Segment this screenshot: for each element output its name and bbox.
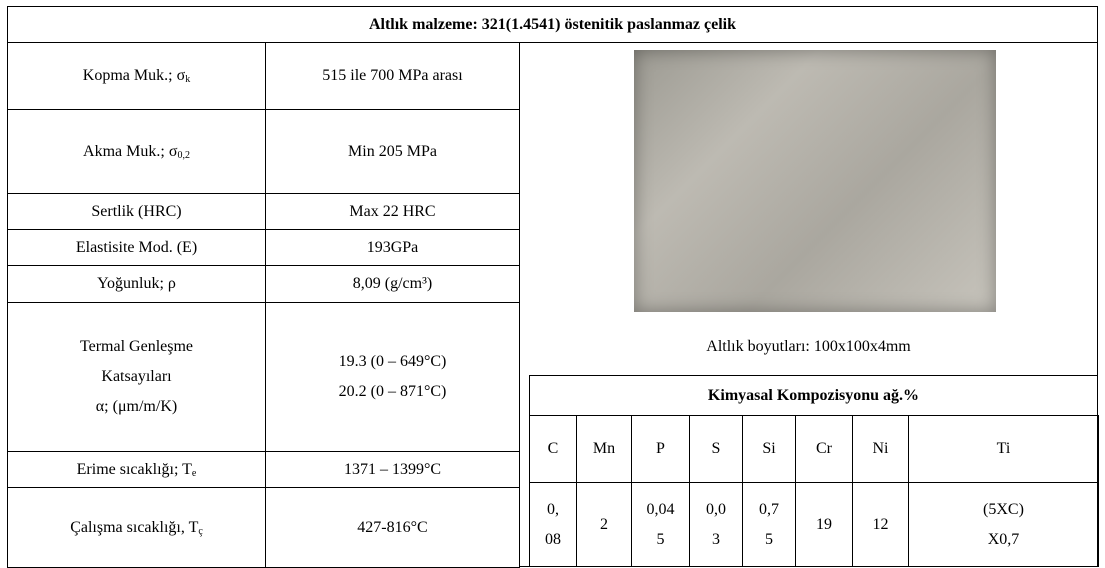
- value-line: 19.3 (0 – 649°C): [338, 353, 447, 370]
- element-value-cell: 0,7 5: [742, 482, 796, 567]
- element: S: [711, 440, 721, 457]
- image-caption: Altlık boyutları: 100x100x4mm: [706, 338, 911, 355]
- element-cell: S: [689, 415, 743, 483]
- label-subscript: e: [191, 467, 197, 479]
- element-cell: Ni: [852, 415, 909, 483]
- label: Erime sıcaklığı; T: [76, 460, 192, 478]
- element: Si: [762, 440, 776, 457]
- property-label: Erime sıcaklığı; Te: [7, 451, 266, 488]
- label-line: Yoğunluk; ρ: [97, 269, 176, 299]
- property-label: Elastisite Mod. (E): [7, 229, 266, 266]
- label-subscript: 0,2: [177, 149, 190, 161]
- label-line: Akma Muk.; σ0,2: [83, 137, 190, 167]
- element-value-cell: 19: [795, 482, 853, 567]
- element: P: [656, 440, 665, 457]
- element-value-cell: 0,0 3: [689, 482, 743, 567]
- element-cell: Ti: [908, 415, 1099, 483]
- property-label: Termal Genleşme Katsayıları α; (μm/m/K): [7, 302, 266, 452]
- element-value-line: 08: [545, 530, 561, 548]
- property-value: 193GPa: [265, 229, 520, 266]
- value: 8,09 (g/cm³): [352, 275, 433, 292]
- element-cell: P: [631, 415, 690, 483]
- label: Elastisite Mod. (E): [75, 238, 198, 256]
- element-value-line: (5XC): [983, 500, 1024, 518]
- element: Cr: [816, 440, 832, 457]
- value: Max 22 HRC: [349, 202, 436, 220]
- label-line: Sertlik (HRC): [91, 197, 181, 227]
- element-value-line: X0,7: [987, 530, 1020, 548]
- label-line: α; (μm/m/K): [95, 398, 178, 415]
- element-value-cell: 12: [852, 482, 909, 567]
- value: 1371 – 1399°C: [343, 460, 442, 478]
- element-value-cell: 0, 08: [529, 482, 577, 567]
- element-value-line: 5: [656, 530, 665, 548]
- element-value-line: 0,04: [646, 500, 675, 518]
- label-line: Kopma Muk.; σk: [83, 61, 190, 91]
- element-value-line: 3: [712, 530, 720, 548]
- composition-title: Kimyasal Kompozisyonu ağ.%: [529, 375, 1098, 416]
- value-line: 20.2 (0 – 871°C): [338, 383, 447, 400]
- property-value: 1371 – 1399°C: [265, 451, 520, 488]
- element: Ti: [996, 440, 1011, 457]
- label-line: Erime sıcaklığı; Te: [77, 455, 197, 485]
- label-line: Elastisite Mod. (E): [76, 233, 197, 263]
- element: C: [547, 440, 559, 457]
- composition-title-text: Kimyasal Kompozisyonu ağ.%: [707, 386, 920, 404]
- element-cell: Mn: [576, 415, 632, 483]
- element-value-line: 0,0: [706, 500, 726, 518]
- value: Min 205 MPa: [348, 142, 437, 160]
- label-subscript: ç: [198, 525, 203, 537]
- label: Kopma Muk.; σ: [82, 67, 186, 84]
- element-cell: Cr: [795, 415, 853, 483]
- element-value-cell: (5XC) X0,7: [908, 482, 1099, 567]
- property-value: 427-816°C: [265, 487, 520, 568]
- property-label: Çalışma sıcaklığı, Tç: [7, 487, 266, 568]
- element-value-line: 0,: [547, 500, 559, 518]
- property-value: Max 22 HRC: [265, 193, 520, 230]
- label-line: Termal Genleşme: [79, 338, 194, 355]
- property-value: 8,09 (g/cm³): [265, 265, 520, 303]
- label: Çalışma sıcaklığı, T: [70, 518, 199, 536]
- property-label: Akma Muk.; σ0,2: [7, 109, 266, 194]
- element-value-line: 0,7: [759, 500, 779, 518]
- property-label: Kopma Muk.; σk: [7, 42, 266, 110]
- element: Ni: [872, 440, 889, 457]
- element-value-line: 5: [765, 530, 773, 548]
- property-value: Min 205 MPa: [265, 109, 520, 194]
- label-line: Çalışma sıcaklığı, Tç: [70, 513, 203, 543]
- element-cell: C: [529, 415, 577, 483]
- label: Sertlik (HRC): [91, 202, 182, 220]
- label-subscript: k: [185, 74, 191, 85]
- element: Mn: [592, 440, 616, 457]
- property-value: 515 ile 700 MPa arası: [265, 42, 520, 110]
- substrate-photo: [634, 50, 996, 312]
- value: 515 ile 700 MPa arası: [322, 67, 463, 84]
- element-value-cell: 0,04 5: [631, 482, 690, 567]
- property-label: Sertlik (HRC): [7, 193, 266, 230]
- property-label: Yoğunluk; ρ: [7, 265, 266, 303]
- element-cell: Si: [742, 415, 796, 483]
- label: Yoğunluk; ρ: [97, 275, 176, 292]
- value: 193GPa: [366, 238, 419, 256]
- label-line: Katsayıları: [101, 368, 172, 385]
- element-value-line: 12: [872, 515, 889, 533]
- element-value-cell: 2: [576, 482, 632, 567]
- property-value: 19.3 (0 – 649°C) 20.2 (0 – 871°C): [265, 302, 520, 452]
- label: Akma Muk.; σ: [83, 142, 178, 160]
- table-title: Altlık malzeme: 321(1.4541) östenitik pa…: [7, 6, 1098, 43]
- element-value-line: 2: [600, 515, 608, 533]
- element-value-line: 19: [816, 515, 832, 533]
- value: 427-816°C: [357, 518, 428, 536]
